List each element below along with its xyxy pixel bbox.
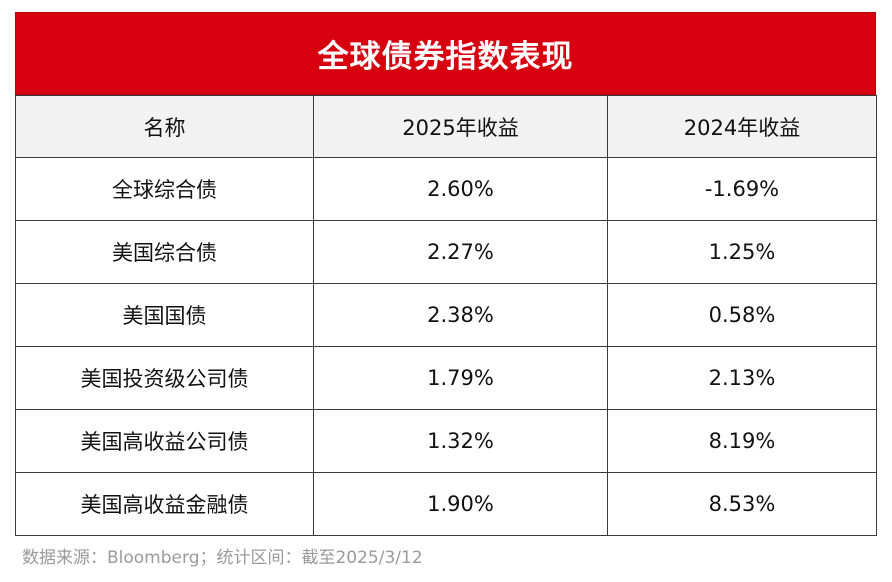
cell-name: 全球综合债 <box>15 157 314 221</box>
cell-name: 美国国债 <box>15 283 314 347</box>
bond-index-table: 名称 2025年收益 2024年收益 全球综合债 2.60% -1.69% 美国… <box>15 95 877 536</box>
table-row: 美国高收益金融债 1.90% 8.53% <box>15 472 877 536</box>
cell-2025: 2.38% <box>313 283 608 347</box>
header-name: 名称 <box>15 95 314 158</box>
cell-name: 美国投资级公司债 <box>15 346 314 410</box>
cell-2024: 0.58% <box>607 283 877 347</box>
cell-2025: 2.27% <box>313 220 608 284</box>
table-row: 美国投资级公司债 1.79% 2.13% <box>15 346 877 410</box>
header-row: 名称 2025年收益 2024年收益 <box>15 95 877 158</box>
cell-name: 美国高收益金融债 <box>15 472 314 536</box>
table-row: 美国高收益公司债 1.32% 8.19% <box>15 409 877 473</box>
cell-2024: -1.69% <box>607 157 877 221</box>
cell-2024: 8.19% <box>607 409 877 473</box>
table-row: 美国国债 2.38% 0.58% <box>15 283 877 347</box>
cell-name: 美国综合债 <box>15 220 314 284</box>
data-source-note: 数据来源：Bloomberg；统计区间：截至2025/3/12 <box>22 548 423 568</box>
table-row: 全球综合债 2.60% -1.69% <box>15 157 877 221</box>
cell-2025: 1.90% <box>313 472 608 536</box>
header-2024-return: 2024年收益 <box>607 95 877 158</box>
cell-2024: 2.13% <box>607 346 877 410</box>
header-2025-return: 2025年收益 <box>313 95 608 158</box>
bond-index-table-container: 全球债券指数表现 名称 2025年收益 2024年收益 全球综合债 2.60% … <box>15 12 877 536</box>
cell-2025: 2.60% <box>313 157 608 221</box>
cell-2024: 8.53% <box>607 472 877 536</box>
table-title: 全球债券指数表现 <box>15 12 876 95</box>
cell-2025: 1.32% <box>313 409 608 473</box>
table-row: 美国综合债 2.27% 1.25% <box>15 220 877 284</box>
cell-2025: 1.79% <box>313 346 608 410</box>
cell-2024: 1.25% <box>607 220 877 284</box>
cell-name: 美国高收益公司债 <box>15 409 314 473</box>
